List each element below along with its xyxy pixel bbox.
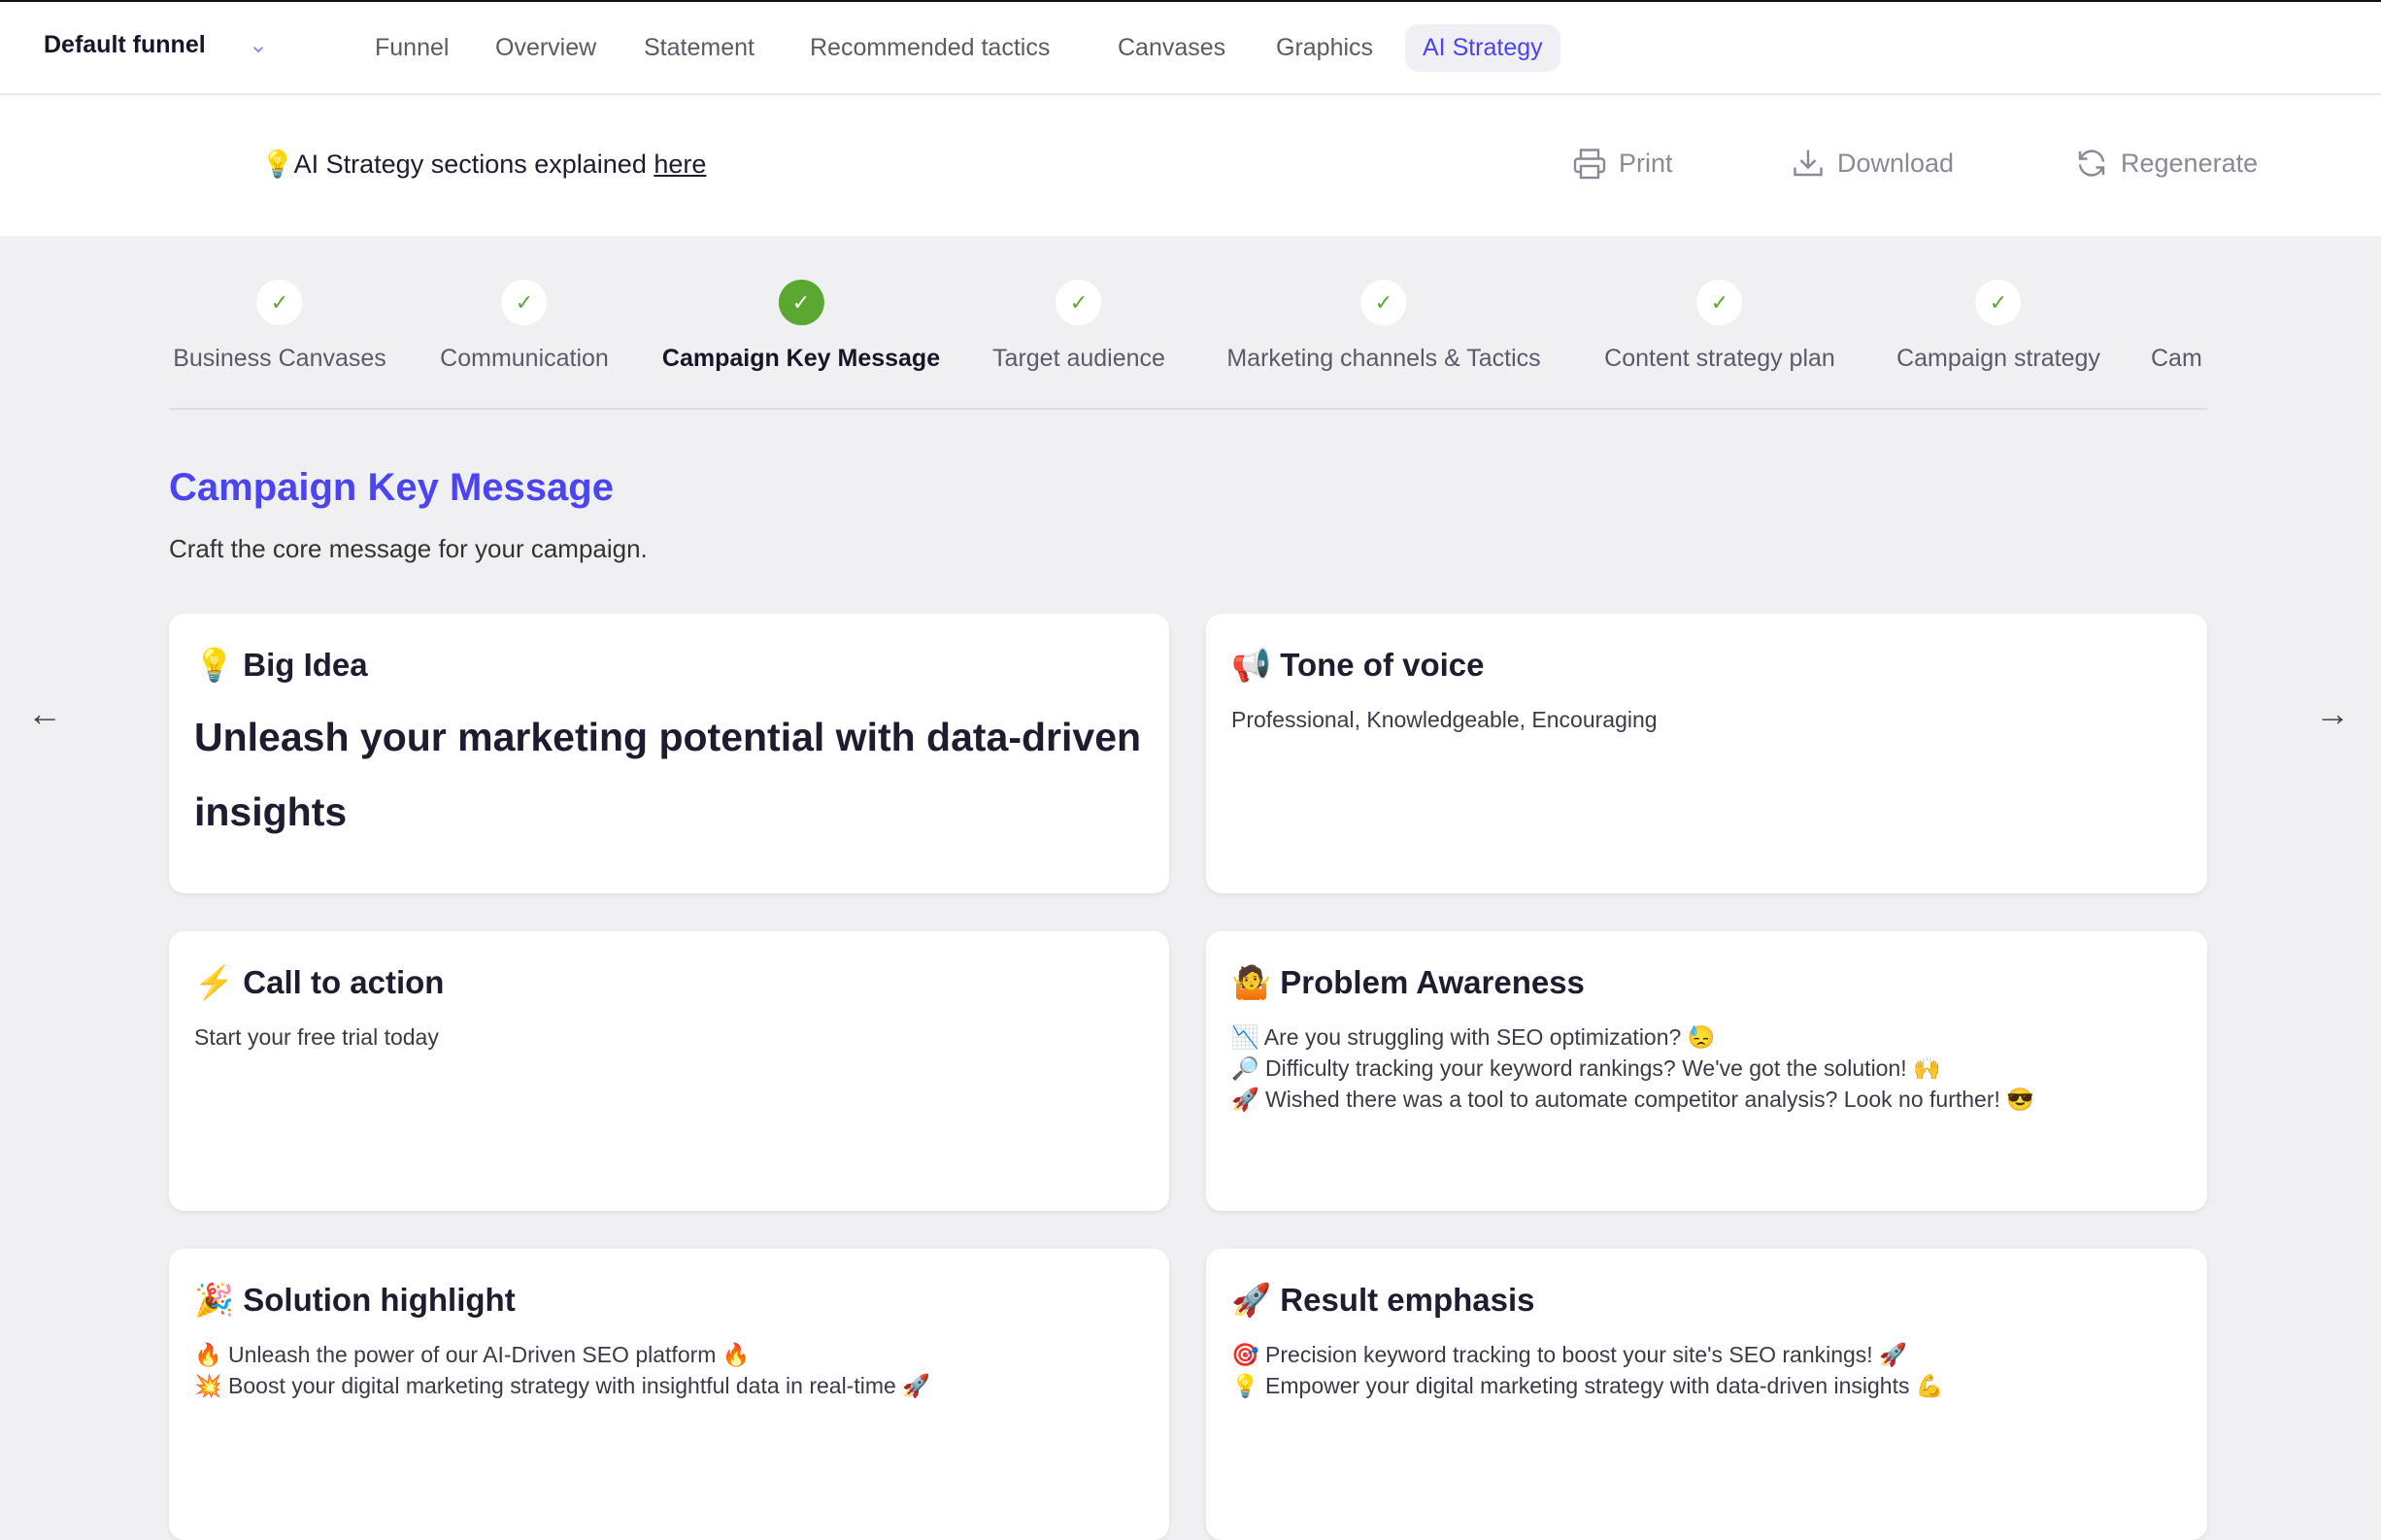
explain-link[interactable]: here <box>654 150 707 179</box>
top-nav: Default funnel ⌄ Funnel Overview Stateme… <box>0 2 2381 95</box>
check-icon: ✓ <box>1975 280 2022 325</box>
print-button[interactable]: Print <box>1572 146 1673 181</box>
card-title-text: Solution highlight <box>243 1282 516 1318</box>
tone-text: Professional, Knowledgeable, Encouraging <box>1231 707 1658 732</box>
card-title: ⚡ Call to action <box>194 964 1144 1002</box>
lightbulb-icon: 💡 <box>261 150 294 179</box>
card-title: 🚀 Result emphasis <box>1231 1282 2182 1320</box>
download-icon <box>1794 150 1823 177</box>
lightning-icon: ⚡ <box>194 964 235 1000</box>
check-icon: ✓ <box>256 280 303 325</box>
step-campaign-key-message[interactable]: ✓ Campaign Key Message <box>662 280 940 373</box>
section-subtitle: Craft the core message for your campaign… <box>169 534 648 563</box>
step-label: Communication <box>440 345 609 372</box>
tab-ai-strategy[interactable]: AI Strategy <box>1405 24 1560 72</box>
refresh-icon <box>2078 150 2105 177</box>
step-communication[interactable]: ✓ Communication <box>440 280 609 373</box>
step-target-audience[interactable]: ✓ Target audience <box>992 280 1165 373</box>
steps-divider <box>169 408 2207 410</box>
card-title-text: Result emphasis <box>1280 1282 1535 1318</box>
shrug-icon: 🤷 <box>1231 964 1272 1000</box>
card-call-to-action: ⚡ Call to action Start your free trial t… <box>169 931 1169 1211</box>
step-partial[interactable]: Cam <box>2151 345 2202 373</box>
step-marketing-channels[interactable]: ✓ Marketing channels & Tactics <box>1226 280 1541 373</box>
card-title-text: Problem Awareness <box>1280 964 1585 1000</box>
result-line: 🎯 Precision keyword tracking to boost yo… <box>1231 1342 1907 1367</box>
check-icon: ✓ <box>1056 280 1102 325</box>
tab-statement[interactable]: Statement <box>644 34 755 61</box>
step-label: Business Canvases <box>173 345 386 372</box>
arrow-right-icon[interactable]: → <box>2315 693 2350 733</box>
step-business-canvases[interactable]: ✓ Business Canvases <box>173 280 386 373</box>
cta-text: Start your free trial today <box>194 1024 439 1050</box>
lightbulb-icon: 💡 <box>194 647 235 683</box>
chevron-down-icon[interactable]: ⌄ <box>249 32 269 58</box>
tab-funnel[interactable]: Funnel <box>375 34 450 61</box>
toolbar: 💡AI Strategy sections explained here Pri… <box>0 95 2381 236</box>
print-label: Print <box>1619 148 1673 178</box>
problem-line: 🔎 Difficulty tracking your keyword ranki… <box>1231 1055 1941 1081</box>
funnel-selector[interactable]: Default funnel <box>44 31 206 58</box>
printer-icon <box>1573 149 1606 180</box>
card-big-idea: 💡 Big Idea Unleash your marketing potent… <box>169 614 1169 893</box>
card-title-text: Big Idea <box>243 647 368 683</box>
big-idea-text: Unleash your marketing potential with da… <box>194 715 1142 834</box>
card-title: 💡 Big Idea <box>194 647 1144 685</box>
step-label: Target audience <box>992 345 1165 372</box>
result-line: 💡 Empower your digital marketing strateg… <box>1231 1373 1944 1398</box>
card-solution-highlight: 🎉 Solution highlight 🔥 Unleash the power… <box>169 1249 1169 1540</box>
tab-canvases[interactable]: Canvases <box>1118 34 1226 61</box>
problem-line: 🚀 Wished there was a tool to automate co… <box>1231 1087 2034 1112</box>
check-icon: ✓ <box>501 280 548 325</box>
step-label: Campaign strategy <box>1896 345 2100 372</box>
arrow-left-icon[interactable]: ← <box>27 693 62 733</box>
card-title-text: Call to action <box>243 964 445 1000</box>
card-title: 🎉 Solution highlight <box>194 1282 1144 1320</box>
rocket-icon: 🚀 <box>1231 1282 1272 1318</box>
solution-line: 🔥 Unleash the power of our AI-Driven SEO… <box>194 1342 751 1367</box>
explain-label: AI Strategy sections explained <box>293 150 654 179</box>
tab-overview[interactable]: Overview <box>495 34 597 61</box>
check-icon: ✓ <box>1360 280 1407 325</box>
card-result-emphasis: 🚀 Result emphasis 🎯 Precision keyword tr… <box>1206 1249 2207 1540</box>
card-problem-awareness: 🤷 Problem Awareness 📉 Are you struggling… <box>1206 931 2207 1211</box>
step-label: Marketing channels & Tactics <box>1226 345 1541 372</box>
check-icon: ✓ <box>778 280 824 325</box>
step-label: Cam <box>2151 345 2202 372</box>
problem-line: 📉 Are you struggling with SEO optimizati… <box>1231 1024 1716 1050</box>
section-title: Campaign Key Message <box>169 466 614 509</box>
tab-recommended-tactics[interactable]: Recommended tactics <box>810 34 1051 61</box>
solution-line: 💥 Boost your digital marketing strategy … <box>194 1373 930 1398</box>
card-title: 📢 Tone of voice <box>1231 647 2182 685</box>
regenerate-button[interactable]: Regenerate <box>2074 146 2258 181</box>
step-content-strategy-plan[interactable]: ✓ Content strategy plan <box>1604 280 1835 373</box>
explain-text: 💡AI Strategy sections explained here <box>261 149 706 180</box>
check-icon: ✓ <box>1696 280 1743 325</box>
card-title-text: Tone of voice <box>1280 647 1485 683</box>
card-tone-of-voice: 📢 Tone of voice Professional, Knowledgea… <box>1206 614 2207 893</box>
step-campaign-strategy[interactable]: ✓ Campaign strategy <box>1896 280 2100 373</box>
tab-graphics[interactable]: Graphics <box>1276 34 1374 61</box>
download-label: Download <box>1837 148 1955 178</box>
download-button[interactable]: Download <box>1791 146 1954 181</box>
step-label: Campaign Key Message <box>661 345 941 372</box>
step-label: Content strategy plan <box>1604 345 1835 372</box>
card-title: 🤷 Problem Awareness <box>1231 964 2182 1002</box>
megaphone-icon: 📢 <box>1231 647 1272 683</box>
party-popper-icon: 🎉 <box>194 1282 235 1318</box>
regenerate-label: Regenerate <box>2121 148 2259 178</box>
